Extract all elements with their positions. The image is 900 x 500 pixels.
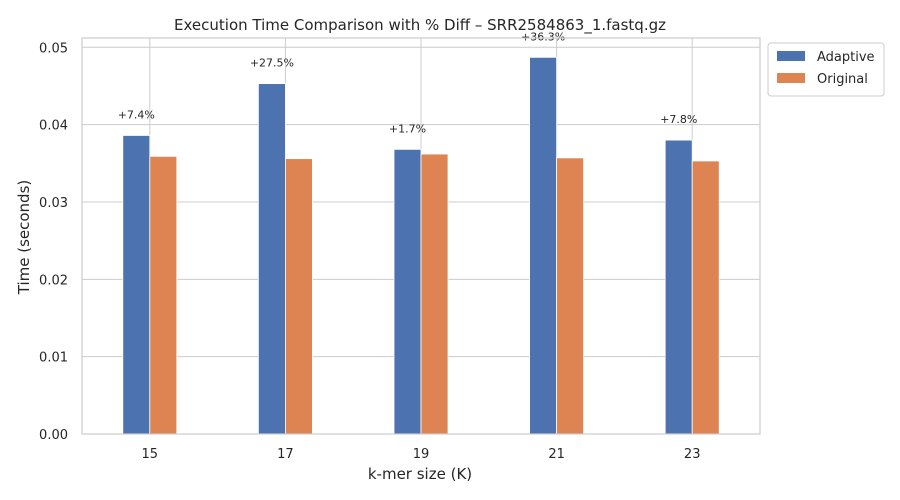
x-tick-label: 15 <box>142 447 159 462</box>
y-tick-label: 0.03 <box>39 196 68 211</box>
legend-label-adaptive: Adaptive <box>817 50 875 65</box>
diff-annotation: +27.5% <box>250 57 294 70</box>
diff-annotation: +36.3% <box>521 30 565 43</box>
bar-original-23 <box>691 160 720 435</box>
bar-adaptive-21 <box>529 56 557 435</box>
bar-original-21 <box>556 157 584 435</box>
y-axis-label: Time (seconds) <box>15 180 33 296</box>
bar-original-19 <box>420 153 449 435</box>
bar-adaptive-19 <box>393 148 422 435</box>
chart-title: Execution Time Comparison with % Diff – … <box>174 16 666 35</box>
bar-adaptive-15 <box>122 135 151 435</box>
diff-annotation: +7.8% <box>660 113 697 126</box>
x-tick-label: 17 <box>277 447 294 462</box>
y-tick-label: 0.00 <box>39 428 68 443</box>
y-tick-label: 0.01 <box>39 351 68 366</box>
bar-original-15 <box>149 155 178 435</box>
legend-label-original: Original <box>817 72 868 87</box>
diff-annotation: +1.7% <box>389 122 426 135</box>
plot-frame <box>81 37 761 435</box>
legend: Adaptive Original <box>767 42 885 97</box>
plot-area: 0.00 0.01 0.02 0.03 0.04 0.05 +7.4% +27.5% +1.7%… <box>39 30 761 462</box>
diff-annotation: +7.4% <box>118 108 155 121</box>
bar-adaptive-17 <box>257 83 286 435</box>
x-tick-label: 23 <box>684 447 701 462</box>
x-axis-label: k-mer size (K) <box>368 465 472 483</box>
y-tick-label: 0.05 <box>39 41 68 56</box>
legend-swatch-adaptive <box>777 51 805 61</box>
x-tick-label: 21 <box>548 447 565 462</box>
y-tick-label: 0.04 <box>39 119 68 134</box>
bar-original-17 <box>284 158 313 435</box>
x-tick-label: 19 <box>413 447 430 462</box>
bar-adaptive-23 <box>664 139 693 435</box>
y-tick-label: 0.02 <box>39 273 68 288</box>
legend-swatch-original <box>777 73 805 83</box>
